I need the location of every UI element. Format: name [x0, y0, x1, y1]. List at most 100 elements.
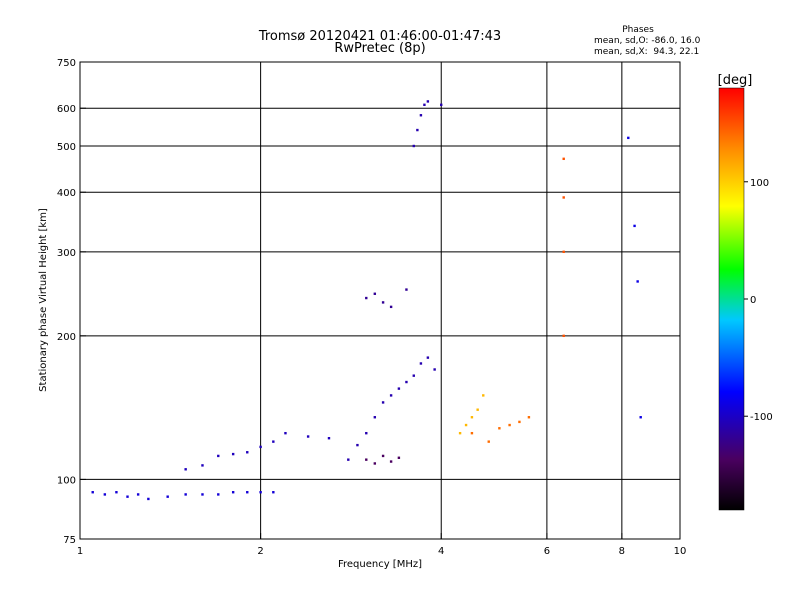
colorbar-tick-label: 100 — [750, 178, 769, 189]
data-point — [259, 445, 262, 449]
data-point — [426, 356, 430, 359]
y-axis-ticks: 75 100 200 300 400 500 600 750 — [57, 58, 86, 546]
data-point — [476, 408, 479, 411]
data-point — [498, 427, 501, 430]
data-point — [231, 452, 235, 456]
data-point — [115, 491, 118, 494]
data-point — [201, 493, 204, 496]
colorbar-ticks: 100 0 -100 — [744, 178, 773, 423]
data-point — [527, 416, 531, 419]
data-point — [246, 451, 249, 454]
data-point — [381, 454, 385, 458]
x-axis-label: Frequency [MHz] — [338, 559, 422, 570]
data-points — [91, 100, 642, 501]
x-tick-label: 4 — [438, 546, 444, 557]
data-point — [373, 292, 377, 295]
data-point — [419, 362, 423, 365]
y-tick-label: 600 — [57, 104, 76, 115]
data-point — [470, 431, 474, 435]
data-point — [373, 416, 377, 419]
data-point — [562, 196, 565, 199]
plot-frame — [79, 61, 681, 540]
data-point — [423, 103, 426, 107]
data-point — [126, 495, 129, 498]
data-point — [389, 305, 393, 309]
data-point — [272, 491, 275, 494]
data-point — [259, 491, 262, 494]
x-tick-label: 10 — [674, 546, 687, 557]
data-point — [518, 420, 521, 424]
data-point — [458, 431, 462, 435]
data-point — [482, 394, 485, 397]
data-point — [91, 491, 94, 494]
y-axis-label: Stationary phase Virtual Height [km] — [38, 208, 49, 392]
data-point — [487, 440, 490, 443]
data-point — [231, 491, 235, 494]
data-point — [147, 497, 150, 501]
colorbar — [718, 87, 745, 511]
data-point — [347, 458, 350, 461]
data-point — [627, 136, 630, 140]
data-point — [373, 462, 377, 465]
data-point — [633, 224, 636, 228]
x-tick-label: 1 — [77, 546, 83, 557]
grid — [80, 62, 680, 539]
data-point — [470, 416, 474, 419]
x-axis-ticks: 1 2 4 6 8 10 — [77, 533, 687, 557]
data-point — [405, 380, 408, 384]
data-point — [217, 454, 220, 458]
data-point — [284, 431, 287, 435]
data-point — [381, 401, 385, 404]
data-point — [166, 495, 169, 498]
data-point — [103, 493, 107, 496]
data-point — [201, 464, 204, 467]
data-point — [440, 103, 443, 107]
y-tick-label: 750 — [57, 58, 76, 69]
stats-line-x: mean, sd,X: 94.3, 22.1 — [594, 47, 699, 57]
data-point — [389, 460, 393, 463]
y-tick-label: 500 — [57, 142, 76, 153]
data-point — [397, 456, 401, 459]
y-tick-label: 400 — [57, 188, 76, 199]
data-point — [397, 387, 401, 390]
y-tick-label: 75 — [63, 535, 76, 546]
data-point — [217, 493, 220, 496]
data-point — [356, 443, 359, 447]
data-point — [433, 368, 436, 371]
data-point — [405, 288, 408, 291]
data-point — [419, 114, 423, 117]
data-point — [136, 493, 140, 496]
data-point — [464, 423, 468, 427]
x-tick-label: 8 — [619, 546, 625, 557]
data-point — [508, 423, 511, 427]
data-point — [184, 468, 187, 471]
x-tick-label: 2 — [257, 546, 263, 557]
data-point — [562, 334, 565, 338]
data-point — [272, 440, 275, 443]
data-point — [636, 280, 639, 283]
data-point — [389, 394, 393, 397]
chart-subtitle: RwPretec (8p) — [334, 41, 425, 56]
y-tick-label: 100 — [57, 475, 76, 486]
x-tick-label: 6 — [544, 546, 550, 557]
colorbar-tick-label: 0 — [750, 295, 756, 306]
data-point — [426, 100, 430, 103]
data-point — [412, 374, 415, 377]
colorbar-label: [deg] — [718, 73, 753, 88]
data-point — [306, 435, 310, 438]
data-point — [365, 296, 368, 300]
data-point — [327, 437, 331, 440]
data-point — [416, 128, 419, 132]
data-point — [365, 431, 368, 435]
data-point — [562, 250, 565, 254]
stats-line-o: mean, sd,O: -86.0, 16.0 — [594, 36, 701, 46]
data-point — [562, 157, 565, 161]
data-point — [639, 416, 642, 419]
colorbar-tick-label: -100 — [750, 412, 773, 423]
y-tick-label: 200 — [57, 332, 76, 343]
data-point — [381, 301, 385, 304]
stats-heading: Phases — [622, 25, 654, 35]
data-point — [184, 493, 187, 496]
data-point — [365, 458, 368, 461]
